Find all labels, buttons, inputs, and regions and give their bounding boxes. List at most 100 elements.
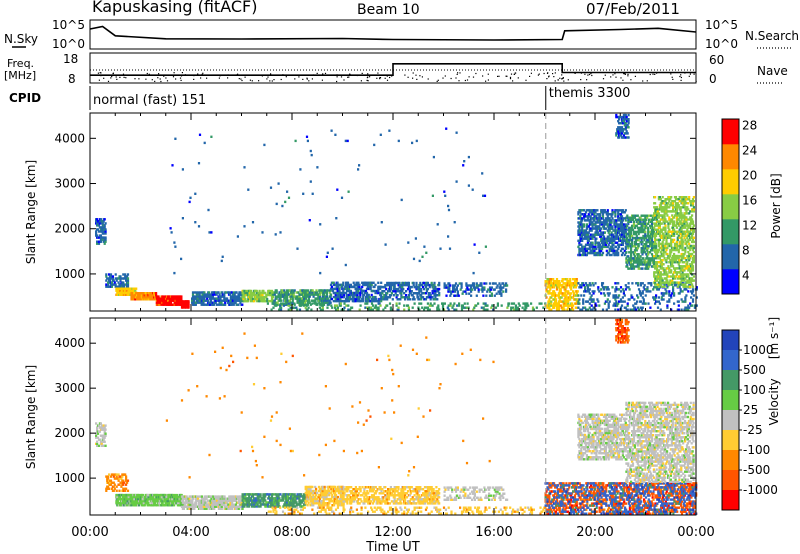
nave-dot — [280, 78, 282, 81]
power-cell — [650, 245, 654, 248]
power-cell — [683, 224, 686, 227]
power-cell — [194, 192, 197, 195]
power-cell — [660, 210, 663, 213]
power-cell — [586, 219, 589, 222]
power-cell — [679, 290, 682, 293]
power-cell — [408, 287, 411, 291]
power-cell — [340, 295, 343, 299]
power-cell — [657, 285, 660, 288]
nave-dot — [588, 73, 591, 76]
power-cell — [212, 297, 215, 300]
power-cell — [609, 233, 612, 236]
power-cell — [656, 210, 660, 213]
power-cell — [546, 280, 549, 283]
power-cell — [606, 223, 609, 226]
power-cell — [640, 243, 643, 246]
power-cell — [649, 263, 652, 266]
power-cell — [472, 271, 475, 275]
power-cell — [569, 304, 572, 307]
power-cell — [274, 233, 277, 236]
power-cell — [456, 284, 459, 287]
power-cell — [352, 281, 355, 284]
power-cell — [584, 219, 588, 222]
nave-dot — [498, 75, 500, 77]
power-cell — [637, 308, 641, 311]
power-cell — [691, 214, 694, 217]
nave-dot — [623, 73, 625, 75]
power-cell — [548, 308, 551, 311]
power-cell — [365, 297, 369, 301]
power-cell — [486, 304, 489, 307]
power-cell — [337, 283, 340, 287]
power-cell — [628, 240, 631, 244]
power-cell — [230, 291, 233, 294]
power-cell — [658, 246, 661, 250]
power-cell — [386, 304, 389, 307]
power-cell — [428, 296, 431, 299]
nave-dot — [509, 76, 512, 78]
power-cell — [632, 220, 636, 223]
power-cell — [655, 265, 658, 268]
power-cell — [174, 137, 177, 140]
power-cell — [342, 289, 345, 293]
power-cell — [664, 204, 667, 207]
power-cell — [104, 232, 107, 235]
power-cell — [643, 224, 646, 228]
power-cell — [642, 234, 645, 238]
power-cell — [672, 210, 675, 213]
power-cell — [441, 302, 445, 305]
power-cell — [342, 283, 345, 287]
power-cell — [594, 302, 597, 305]
nave-dot — [561, 78, 563, 80]
nave-dot — [269, 80, 271, 82]
power-cell — [314, 302, 317, 305]
nave-dot — [151, 79, 153, 81]
power-cell — [457, 294, 460, 297]
power-cell — [230, 303, 233, 306]
power-cell — [526, 302, 529, 305]
power-cell — [558, 282, 561, 285]
power-cell — [687, 238, 690, 242]
power-cell — [101, 238, 104, 241]
power-cell — [550, 300, 553, 303]
power-cell — [432, 285, 435, 289]
power-cell — [456, 290, 459, 293]
power-cell — [640, 238, 643, 242]
power-cell — [636, 294, 639, 297]
power-cell — [96, 222, 100, 225]
power-cell — [426, 306, 429, 309]
power-cell — [643, 236, 646, 240]
power-cell — [334, 297, 337, 301]
power-cell — [218, 295, 221, 298]
power-cell — [586, 308, 589, 311]
power-cell — [640, 263, 643, 266]
power-cell — [666, 281, 669, 284]
power-cell — [255, 289, 258, 293]
power-cell — [393, 287, 396, 291]
noise-tick-top-left: 10^5 — [52, 18, 85, 32]
power-cell — [385, 287, 388, 291]
power-cell — [532, 308, 535, 311]
power-cell — [196, 297, 199, 300]
power-cell — [233, 299, 236, 302]
power-cell — [666, 273, 669, 276]
power-cell — [686, 263, 689, 266]
power-cell — [296, 308, 299, 311]
power-cell — [626, 224, 629, 228]
power-cell — [131, 292, 134, 295]
power-cell — [614, 282, 617, 285]
power-cell — [659, 250, 662, 254]
power-cell — [587, 215, 590, 218]
power-cell — [433, 290, 436, 293]
power-cell — [395, 304, 398, 307]
power-cell — [209, 295, 213, 298]
velocity-cell — [96, 444, 99, 447]
power-cell — [113, 281, 116, 284]
power-cell — [650, 236, 654, 240]
nave-dot — [386, 75, 388, 77]
power-cell — [126, 275, 129, 278]
power-cell — [198, 293, 201, 296]
power-cell — [665, 212, 668, 215]
power-cell — [654, 283, 657, 286]
nave-dot — [475, 72, 477, 75]
